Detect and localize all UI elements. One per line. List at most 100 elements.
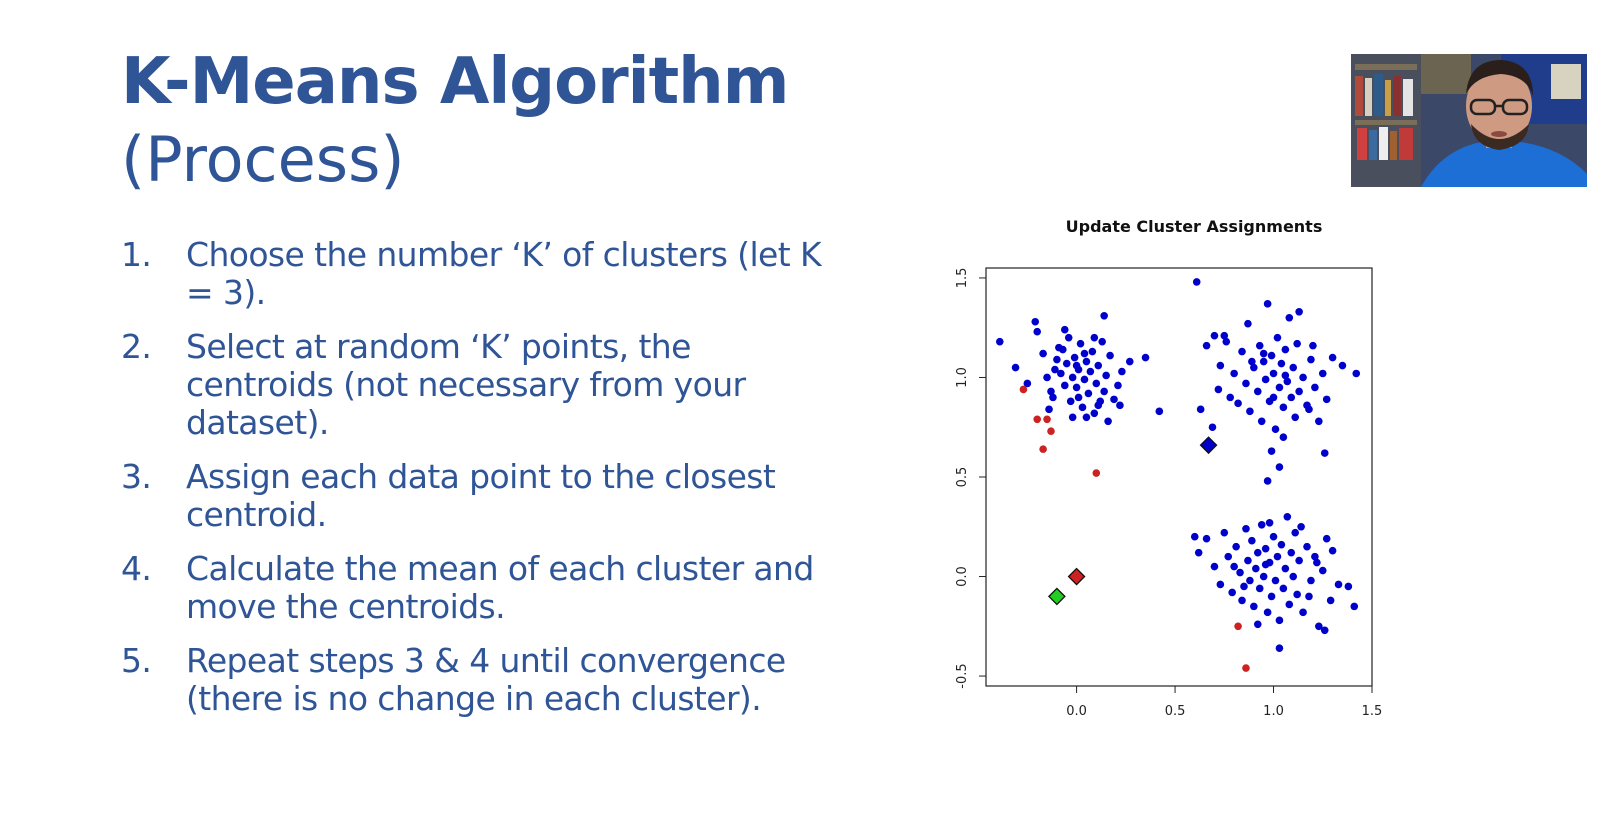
scatter-chart: Update Cluster Assignments 0.0 0.5 1.0 1.5 …: [955, 217, 1382, 719]
data-point: [1031, 317, 1040, 326]
data-point: [1261, 375, 1270, 384]
data-point: [1326, 596, 1335, 605]
data-point: [1049, 393, 1057, 402]
data-point: [1240, 582, 1248, 591]
steps-list: 1. Choose the number ‘K’ of clusters (le…: [121, 235, 822, 734]
data-point: [1098, 337, 1106, 346]
data-point: [1216, 580, 1225, 589]
data-point: [1255, 584, 1264, 593]
data-point: [1068, 413, 1077, 422]
data-point: [1039, 445, 1047, 453]
slide-title: K-Means Algorithm: [121, 45, 789, 119]
data-point: [1285, 313, 1294, 322]
centroid-marker: [1047, 587, 1066, 606]
data-point: [1055, 343, 1063, 352]
data-point: [1068, 373, 1077, 382]
data-point: [1086, 367, 1095, 376]
data-point: [1248, 536, 1256, 545]
x-tick-label: 0.5: [1165, 704, 1186, 719]
data-point: [1253, 620, 1262, 629]
y-tick-label: 1.5: [955, 268, 970, 289]
data-point: [1230, 562, 1238, 571]
data-point: [1289, 363, 1298, 372]
data-point: [1072, 361, 1081, 370]
data-point: [1311, 383, 1319, 392]
data-point: [1281, 371, 1290, 380]
centroid-marker: [1199, 436, 1218, 455]
data-point: [1047, 427, 1055, 436]
data-point: [1252, 564, 1260, 573]
data-point: [1281, 345, 1290, 354]
data-point: [1263, 477, 1272, 485]
y-tick-label: 0.5: [955, 467, 970, 488]
data-point: [1043, 373, 1051, 382]
data-point: [1088, 347, 1097, 356]
data-point: [1078, 403, 1087, 412]
list-item: 4. Calculate the mean of each cluster an…: [121, 550, 821, 626]
data-point: [1202, 341, 1211, 350]
data-point: [1246, 407, 1254, 416]
data-point: [1155, 407, 1164, 416]
x-tick-label: 0.0: [1066, 704, 1087, 719]
data-point: [1039, 349, 1047, 358]
data-point: [1261, 544, 1270, 553]
data-point: [1334, 580, 1343, 589]
data-point: [1313, 558, 1321, 567]
data-point: [1064, 333, 1073, 342]
data-point: [1267, 351, 1276, 360]
data-point: [1242, 379, 1250, 388]
list-item: 3. Assign each data point to the closest…: [121, 458, 821, 534]
data-point: [1263, 608, 1272, 617]
data-point: [1244, 319, 1252, 328]
data-point: [1216, 361, 1225, 370]
data-point: [1190, 532, 1199, 541]
data-point: [1315, 417, 1323, 426]
data-point: [1259, 357, 1268, 366]
data-point: [1350, 602, 1359, 611]
data-point: [1295, 556, 1303, 565]
data-point: [1283, 513, 1292, 521]
data-point: [1125, 357, 1134, 366]
data-point: [1080, 349, 1089, 358]
data-point: [1208, 423, 1217, 432]
data-point: [1043, 415, 1051, 424]
data-point: [1305, 592, 1313, 601]
data-point: [1070, 353, 1079, 362]
data-point: [1019, 385, 1028, 394]
data-point: [1328, 353, 1337, 362]
data-point: [1283, 377, 1292, 386]
data-point: [1291, 413, 1299, 422]
data-point: [1269, 369, 1278, 378]
data-point: [1196, 405, 1205, 414]
data-point: [1257, 520, 1266, 529]
data-point: [1277, 359, 1286, 368]
y-axis: -0.5 0.0 0.5 1.0 1.5: [955, 268, 986, 689]
data-point: [1242, 664, 1250, 672]
data-point: [1322, 534, 1331, 543]
y-tick-label: 1.0: [955, 367, 970, 388]
data-point: [1287, 393, 1296, 402]
data-point: [1320, 449, 1329, 457]
data-point: [1100, 387, 1108, 396]
step-text: Calculate the mean of each cluster and m…: [186, 549, 814, 626]
data-point: [1259, 349, 1268, 358]
data-point: [1269, 393, 1278, 402]
step-text: Assign each data point to the closest ce…: [186, 457, 776, 534]
list-item: 1. Choose the number ‘K’ of clusters (le…: [121, 235, 822, 312]
data-point: [1271, 576, 1280, 585]
data-point: [1033, 327, 1042, 336]
data-point: [1311, 552, 1319, 561]
step-number: 2.: [121, 327, 152, 366]
data-point: [1062, 359, 1071, 368]
data-point: [1094, 401, 1103, 410]
list-item: 2. Select at random ‘K’ points, the cent…: [121, 328, 821, 442]
data-point: [1248, 357, 1256, 366]
data-point: [1194, 548, 1203, 557]
data-point: [1281, 564, 1290, 573]
data-point: [1307, 576, 1315, 585]
data-point: [1080, 375, 1089, 384]
data-point: [1210, 331, 1219, 340]
data-point: [1102, 371, 1110, 380]
centroid-marker: [1067, 567, 1086, 586]
step-text: Choose the number ‘K’ of clusters (let K…: [186, 235, 822, 312]
